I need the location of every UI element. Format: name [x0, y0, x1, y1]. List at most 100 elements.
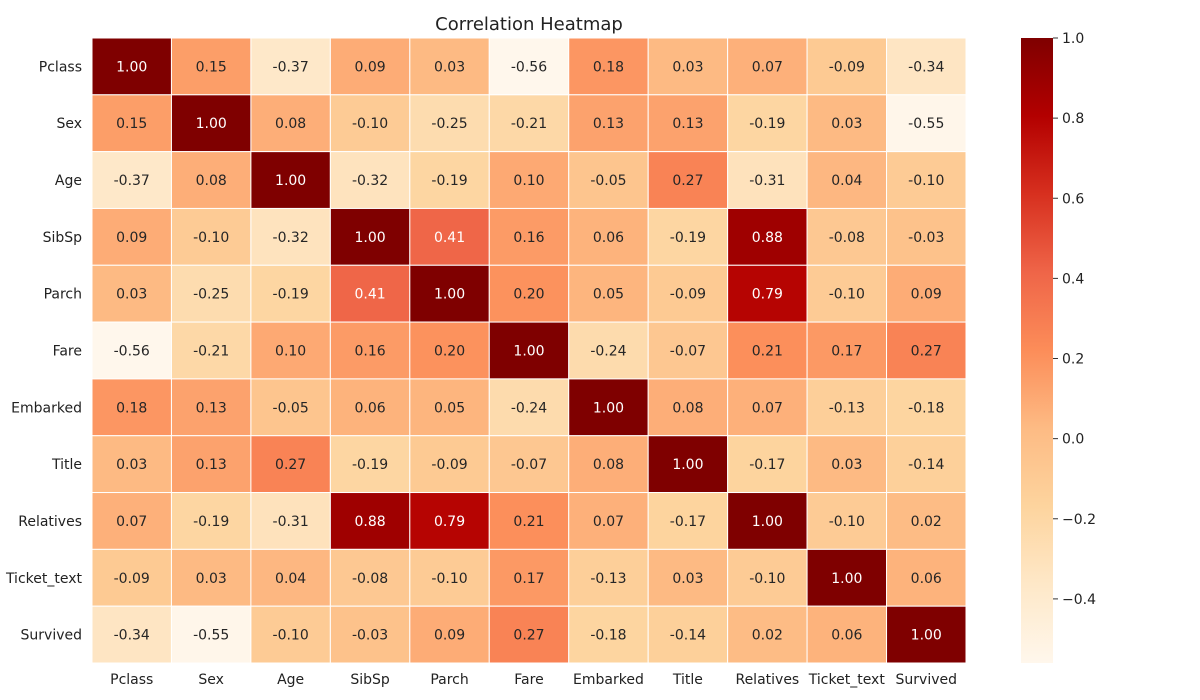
heatmap-cell [806, 264, 888, 323]
heatmap-cell [727, 207, 808, 266]
cell-value-label: -0.31 [749, 173, 785, 189]
column-label: Ticket_text [808, 672, 886, 688]
cell-value-label: 1.00 [434, 287, 465, 303]
cell-value-label: -0.09 [431, 457, 467, 473]
heatmap-cell [647, 492, 729, 550]
heatmap-cell [647, 548, 729, 607]
cell-value-label: -0.10 [829, 514, 865, 530]
cell-value-label: 0.06 [831, 628, 862, 644]
cell-value-label: 0.10 [275, 344, 306, 360]
cell-value-label: 0.15 [196, 59, 227, 75]
heatmap-cell [727, 264, 808, 323]
heatmap-cell [568, 435, 649, 494]
cell-value-label: 0.13 [196, 400, 227, 416]
cell-value-label: 0.09 [116, 230, 147, 246]
cell-value-label: 1.00 [672, 457, 703, 473]
row-label: Fare [53, 344, 82, 360]
heatmap-cell [329, 321, 411, 380]
cell-value-label: 0.10 [513, 173, 544, 189]
cell-value-label: 0.13 [196, 457, 227, 473]
column-label: Sex [198, 672, 224, 688]
cell-value-label: -0.03 [908, 230, 944, 246]
heatmap-cell [488, 94, 570, 153]
cell-value-label: 1.00 [593, 400, 624, 416]
heatmap-cell [806, 94, 888, 153]
cell-value-label: 0.20 [513, 287, 544, 303]
cell-value-label: -0.10 [431, 571, 467, 587]
cell-value-label: 0.27 [672, 173, 703, 189]
cell-value-label: -0.05 [590, 173, 626, 189]
column-label: Parch [430, 672, 468, 688]
heatmap-cell [250, 548, 331, 607]
cell-value-label: -0.24 [590, 344, 626, 360]
heatmap-cell [727, 605, 808, 664]
heatmap-cell [568, 378, 649, 437]
cell-value-label: -0.31 [273, 514, 309, 530]
heatmap-cell [886, 207, 967, 266]
cell-value-label: 1.00 [196, 116, 227, 132]
cell-value-label: -0.10 [829, 287, 865, 303]
colorbar-tick-label: 0.4 [1062, 271, 1084, 287]
column-label: SibSp [350, 672, 390, 688]
heatmap-cell [250, 94, 331, 153]
cell-value-label: 0.21 [513, 514, 544, 530]
cell-value-label: -0.19 [431, 173, 467, 189]
cell-value-label: -0.14 [908, 457, 944, 473]
cell-value-label: -0.17 [670, 514, 706, 530]
column-label: Fare [514, 672, 543, 688]
cell-value-label: -0.24 [511, 400, 547, 416]
heatmap-cell [170, 605, 252, 664]
heatmap-cell [250, 492, 331, 550]
heatmap-cell [806, 378, 888, 437]
colorbar-tick-label: −0.2 [1062, 512, 1096, 528]
heatmap-cell [488, 264, 570, 323]
cell-value-label: -0.19 [749, 116, 785, 132]
heatmap-cell [329, 37, 411, 96]
heatmap-cell [886, 94, 967, 153]
row-label: Sex [56, 116, 82, 132]
cell-value-label: -0.34 [114, 628, 150, 644]
heatmap-cell [727, 94, 808, 153]
heatmap-cell [91, 264, 172, 323]
cell-value-label: -0.34 [908, 59, 944, 75]
cell-value-label: -0.55 [908, 116, 944, 132]
heatmap-cell [886, 605, 967, 664]
cell-value-label: 0.02 [752, 628, 783, 644]
cell-value-label: 0.07 [593, 514, 624, 530]
cell-value-label: -0.32 [273, 230, 309, 246]
heatmap-cell [886, 492, 967, 550]
cell-value-label: -0.14 [670, 628, 706, 644]
cell-value-label: 1.00 [116, 59, 147, 75]
heatmap-cell [250, 37, 331, 96]
cell-value-label: 0.27 [911, 344, 942, 360]
heatmap-cell [727, 378, 808, 437]
row-label: Parch [44, 287, 82, 303]
column-label: Survived [896, 672, 957, 688]
cell-value-label: 0.16 [513, 230, 544, 246]
heatmap-cell [886, 435, 967, 494]
cell-value-label: 0.03 [116, 287, 147, 303]
heatmap-cell [647, 435, 729, 494]
cell-value-label: 0.04 [831, 173, 862, 189]
cell-value-label: -0.09 [670, 287, 706, 303]
heatmap-cell [409, 435, 490, 494]
row-label: SibSp [43, 230, 83, 246]
cell-value-label: 1.00 [513, 344, 544, 360]
cell-value-label: 0.09 [434, 628, 465, 644]
heatmap-cell [329, 207, 411, 266]
heatmap-cell [409, 94, 490, 153]
row-label: Age [55, 173, 82, 189]
cell-value-label: -0.09 [829, 59, 865, 75]
cell-value-label: 0.27 [513, 628, 544, 644]
colorbar [1021, 38, 1053, 663]
heatmap-cell [886, 321, 967, 380]
heatmap-cell [409, 207, 490, 266]
cell-value-label: 0.03 [196, 571, 227, 587]
cell-value-label: -0.08 [352, 571, 388, 587]
row-label: Title [51, 457, 82, 473]
cell-value-label: -0.19 [670, 230, 706, 246]
row-label: Ticket_text [5, 571, 83, 587]
heatmap-cell [488, 435, 570, 494]
cell-value-label: 0.03 [434, 59, 465, 75]
cell-value-label: -0.55 [193, 628, 229, 644]
